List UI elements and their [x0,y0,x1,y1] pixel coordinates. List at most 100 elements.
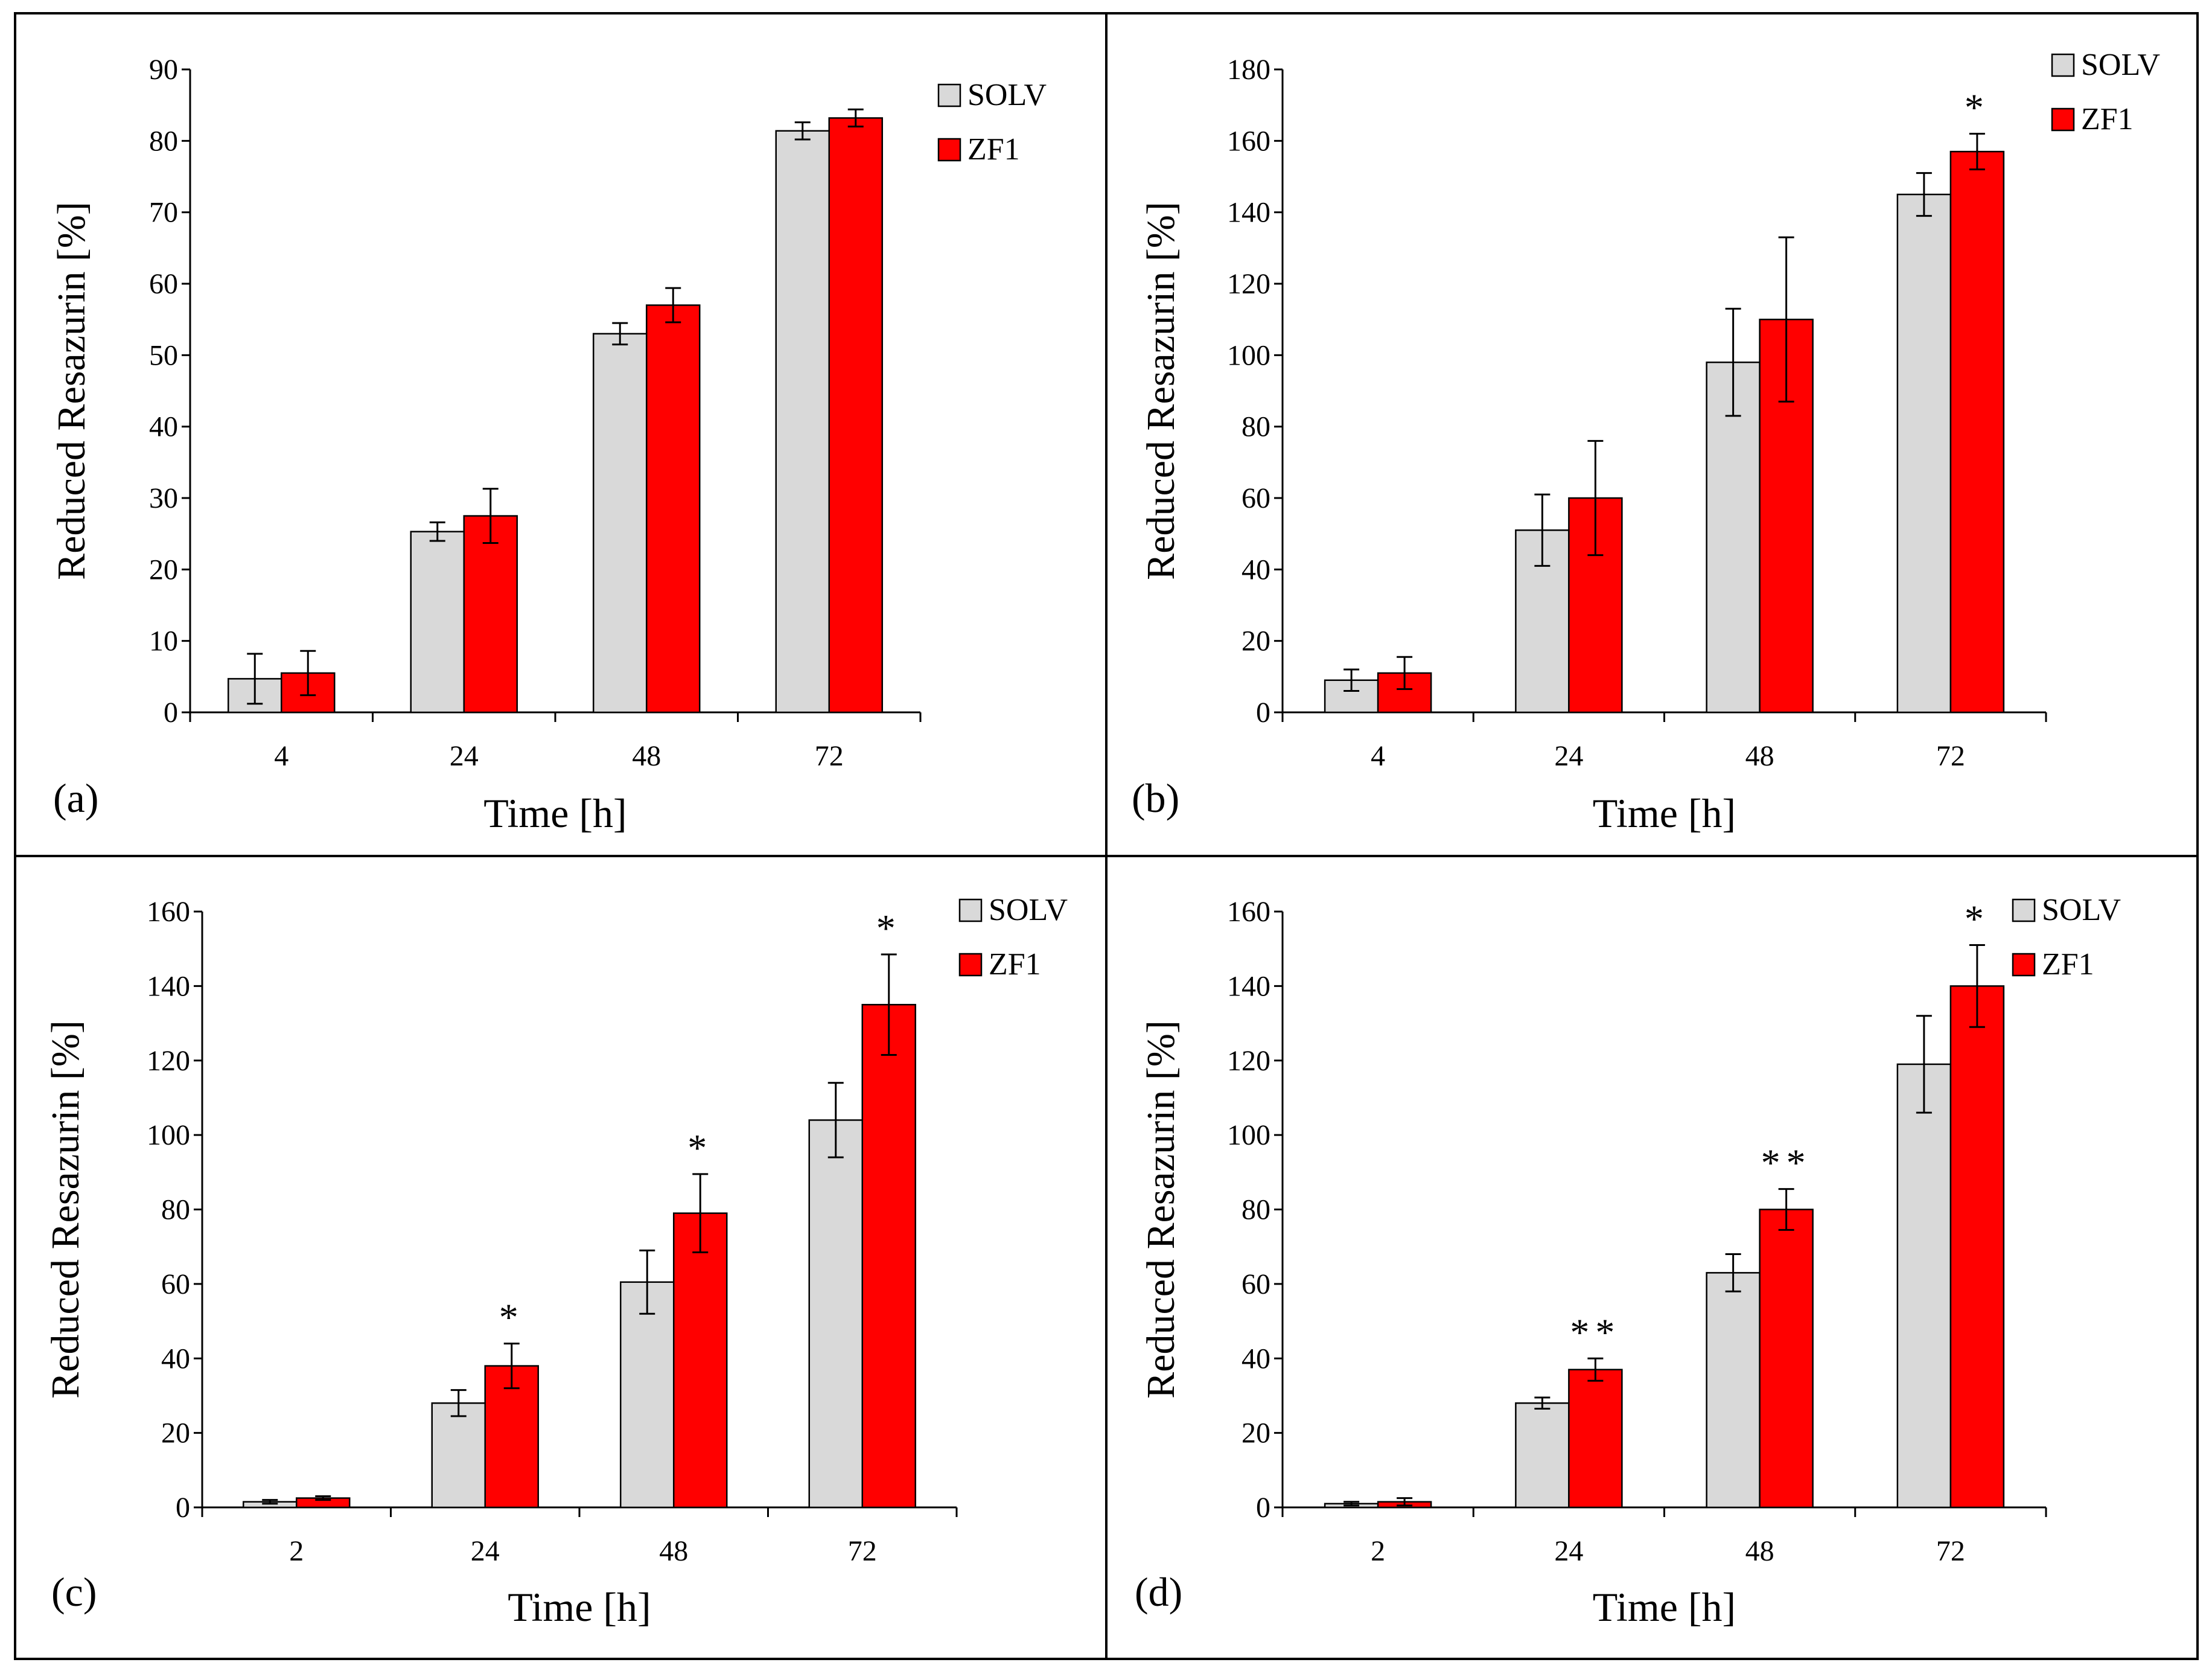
x-axis-title: Time [h] [483,790,626,836]
bar-zf1 [1759,1209,1814,1509]
y-tick-label: 80 [149,125,178,157]
y-tick-label: 50 [149,339,178,371]
bar-zf1 [861,1003,916,1509]
y-axis-title: Reduced Resazurin [%] [43,1020,88,1399]
y-tick-label: 140 [1227,197,1270,229]
significance-marker: * [1965,898,1990,941]
solv-swatch-icon [937,83,961,107]
panel-label: (c) [51,1569,97,1615]
panel-frame [1105,855,2199,1660]
legend-label-zf1: ZF1 [967,132,1020,167]
y-tick-label: 20 [1241,1417,1270,1449]
y-tick-label: 60 [161,1268,190,1300]
y-tick-label: 10 [149,625,178,657]
y-tick-label: 20 [161,1417,190,1449]
x-tick-label: 72 [815,740,844,772]
panel-label: (a) [53,775,98,821]
panel-label: (b) [1132,775,1179,821]
legend-label-solv: SOLV [2042,893,2121,927]
y-tick-label: 100 [1227,339,1270,371]
chart-panel-c: 0 20 40 60 80 100 120 140 160 2 * 24 * 48 * 72 Time [h] R… [14,855,1108,1660]
y-tick-label: 0 [1256,697,1270,729]
bar-zf1 [673,1212,728,1509]
y-tick-label: 160 [147,896,190,928]
bar-solv [808,1119,863,1509]
significance-marker: ** [1570,1311,1621,1353]
y-tick-label: 60 [1241,482,1270,514]
legend-label-zf1: ZF1 [2042,947,2094,982]
panel-label: (d) [1135,1569,1182,1615]
y-tick-label: 100 [147,1119,190,1151]
y-tick-label: 90 [149,54,178,86]
y-tick-label: 40 [1241,1343,1270,1375]
bar-solv [775,130,830,714]
significance-marker: ** [1761,1142,1812,1184]
x-axis-title: Time [h] [508,1584,651,1630]
significance-marker: * [687,1126,713,1169]
y-tick-label: 20 [149,554,178,586]
x-tick-label: 48 [1745,1535,1774,1567]
x-tick-label: 72 [1936,740,1965,772]
zf1-swatch-icon [2051,107,2075,132]
legend-label-solv: SOLV [967,78,1047,112]
y-tick-label: 70 [149,197,178,229]
chart-panel-b: 0 20 40 60 80 100 120 140 160 180 4 24 48 * 72 Time [h]… [1105,12,2199,857]
y-tick-label: 80 [1241,411,1270,443]
y-tick-label: 30 [149,482,178,514]
y-tick-label: 0 [164,697,178,729]
x-axis-title: Time [h] [1593,790,1736,836]
x-tick-label: 24 [450,740,479,772]
bar-solv [620,1281,675,1509]
y-tick-label: 40 [161,1343,190,1375]
x-tick-label: 4 [1371,740,1385,772]
significance-marker: * [1965,86,1990,129]
x-tick-label: 24 [1554,740,1583,772]
y-tick-label: 60 [1241,1268,1270,1300]
bar-zf1 [1568,1369,1623,1509]
bar-zf1 [484,1365,539,1509]
x-axis-title: Time [h] [1593,1584,1736,1630]
bar-zf1 [463,515,518,714]
x-tick-label: 24 [471,1535,500,1567]
x-tick-label: 48 [1745,740,1774,772]
legend-label-solv: SOLV [989,893,1068,927]
y-tick-label: 100 [1227,1119,1270,1151]
y-tick-label: 160 [1227,125,1270,157]
x-tick-label: 2 [289,1535,304,1567]
y-tick-label: 120 [1227,1045,1270,1077]
solv-swatch-icon [2051,53,2075,77]
bar-solv [1324,679,1379,714]
y-axis-title: Reduced Resazurin [%] [1139,1020,1183,1399]
bar-zf1 [828,117,883,714]
y-axis-title: Reduced Resazurin [%] [1139,202,1183,580]
y-tick-label: 80 [161,1194,190,1226]
y-tick-label: 120 [147,1045,190,1077]
bar-solv [1706,361,1761,714]
bar-solv [1706,1272,1761,1509]
zf1-swatch-icon [2012,953,2036,977]
solv-swatch-icon [958,898,983,922]
y-tick-label: 120 [1227,268,1270,300]
bar-solv [1896,193,1952,714]
bar-solv [593,333,648,714]
chart-panel-a: 0 10 20 30 40 50 60 70 80 90 4 24 48 72 Time [h] Reduce… [14,12,1108,857]
bar-solv [1896,1063,1952,1509]
bar-zf1 [646,304,701,714]
x-tick-label: 48 [632,740,661,772]
legend-label-zf1: ZF1 [989,947,1041,982]
bar-zf1 [1949,150,2005,714]
chart-panel-d: 0 20 40 60 80 100 120 140 160 2 ** 24 ** 48 * 72 Time [h… [1105,855,2199,1660]
legend-label-solv: SOLV [2081,48,2160,82]
y-tick-label: 40 [149,411,178,443]
x-tick-label: 2 [1371,1535,1385,1567]
significance-marker: * [499,1296,524,1339]
solv-swatch-icon [2012,898,2036,922]
legend-label-zf1: ZF1 [2081,102,2134,136]
bar-zf1 [1949,985,2005,1509]
y-tick-label: 140 [147,970,190,1002]
y-tick-label: 0 [176,1492,190,1524]
x-tick-label: 4 [274,740,288,772]
y-tick-label: 60 [149,268,178,300]
y-tick-label: 80 [1241,1194,1270,1226]
x-tick-label: 24 [1554,1535,1583,1567]
